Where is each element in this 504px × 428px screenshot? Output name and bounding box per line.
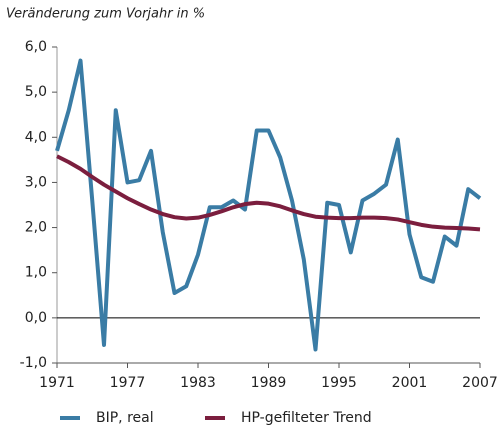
x-tick-label: 2001	[392, 375, 428, 391]
x-tick-label: 1983	[180, 375, 216, 391]
y-tick-label: 5,0	[25, 84, 47, 100]
y-tick-label: -1,0	[20, 355, 47, 371]
y-tick-label: 1,0	[25, 265, 47, 281]
y-tick-label: 3,0	[25, 174, 47, 190]
x-tick-label: 1977	[110, 375, 146, 391]
series-line	[56, 154, 481, 232]
legend-label: HP-gefilteter Trend	[241, 410, 372, 426]
legend-label: BIP, real	[96, 410, 154, 426]
x-tick-label: 1995	[321, 375, 357, 391]
y-tick-label: 0,0	[25, 310, 47, 326]
series-line	[55, 58, 482, 352]
chart-subtitle: Veränderung zum Vorjahr in %	[6, 7, 205, 22]
x-tick-label: 2007	[462, 375, 498, 391]
x-tick-label: 1971	[39, 375, 75, 391]
y-tick-label: 4,0	[25, 129, 47, 145]
y-tick-label: 2,0	[25, 220, 47, 236]
x-tick-label: 1989	[251, 375, 287, 391]
y-tick-label: 6,0	[25, 39, 47, 55]
